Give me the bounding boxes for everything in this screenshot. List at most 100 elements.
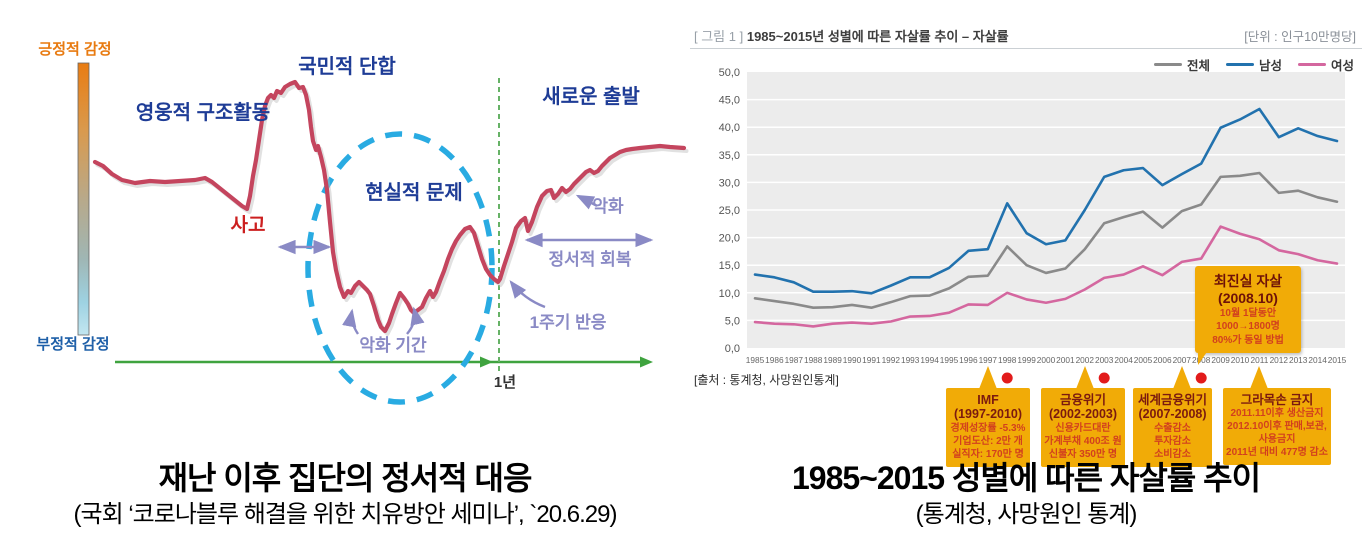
gramoxone-ban-callout: 그라목손 금지 2011.11이후 생산금지 2012.10이후 판매,보관,사… <box>1223 388 1331 466</box>
national-unity-label: 국민적 단합 <box>298 56 396 78</box>
svg-text:2011: 2011 <box>1250 355 1268 365</box>
svg-text:2003: 2003 <box>1095 355 1114 365</box>
global-crisis-callout: 세계금융위기 (2007-2008) 수출감소 투자감소 소비감소 <box>1133 388 1212 467</box>
figure-title: 1985~2015년 성별에 따른 자살률 추이 – 자살률 <box>746 29 1009 44</box>
event-callout-line: 1000→1800명 <box>1216 321 1280 333</box>
svg-text:1986: 1986 <box>765 355 784 365</box>
svg-text:1998: 1998 <box>998 355 1017 365</box>
svg-text:25,0: 25,0 <box>719 205 740 217</box>
event-callout-line: 10월 1달동안 <box>1219 307 1277 319</box>
emotion-curve-drawing <box>77 62 689 405</box>
total-line-swatch <box>1153 63 1182 66</box>
finance-crisis-callout-tail <box>1076 366 1094 389</box>
right-caption-title: 1985~2015 성별에 따른 자살률 추이 <box>791 460 1261 496</box>
negative-emotion-label: 부정적 감정 <box>36 336 110 353</box>
svg-text:50,0: 50,0 <box>719 67 740 79</box>
svg-text:1990: 1990 <box>843 355 862 365</box>
svg-text:2012: 2012 <box>1270 355 1289 365</box>
emotion-gradient-bar <box>77 62 90 336</box>
svg-text:30,0: 30,0 <box>719 177 740 189</box>
gramoxone-callout-tail <box>1250 366 1268 389</box>
legend-item-total: 전체 <box>1153 55 1210 74</box>
svg-text:2005: 2005 <box>1134 355 1153 365</box>
callout-line: 2011.11이후 생산금지 <box>1230 408 1324 420</box>
chart-legend: 전체 남성 여성 <box>1153 55 1354 74</box>
svg-text:40,0: 40,0 <box>719 122 740 134</box>
svg-text:2007: 2007 <box>1173 355 1192 365</box>
event-callout-title: 최진실 자살 <box>1213 273 1283 289</box>
svg-text:1989: 1989 <box>823 355 842 365</box>
svg-text:1996: 1996 <box>959 355 978 365</box>
svg-text:5,0: 5,0 <box>725 315 740 327</box>
svg-text:20,0: 20,0 <box>719 233 740 245</box>
svg-text:1985: 1985 <box>746 355 765 365</box>
svg-text:2000: 2000 <box>1037 355 1056 365</box>
svg-text:1987: 1987 <box>785 355 804 365</box>
svg-text:2013: 2013 <box>1289 355 1308 365</box>
accident-label: 사고 <box>230 215 266 236</box>
svg-text:1993: 1993 <box>901 355 920 365</box>
svg-text:1992: 1992 <box>882 355 901 365</box>
svg-text:2002: 2002 <box>1076 355 1095 365</box>
finance-crisis-callout: 금융위기 (2002-2003) 신용카드대란 가계부채 400조 원 신불자 … <box>1041 388 1125 467</box>
female-line-swatch <box>1297 63 1326 66</box>
figure-unit: [단위 : 인구10만명당] <box>1244 30 1356 44</box>
callout-line: 신불자 350만 명 <box>1048 448 1118 460</box>
svg-text:2015: 2015 <box>1328 355 1347 365</box>
svg-text:2001: 2001 <box>1056 355 1075 365</box>
callout-title: 금융위기 <box>1059 393 1106 407</box>
emotional-recovery-label: 정서적 회복 <box>548 250 632 269</box>
imf-callout-tail <box>979 366 997 389</box>
choi-jinsil-event-callout: 최진실 자살 (2008.10) 10월 1달동안 1000→1800명 80%… <box>1195 266 1301 354</box>
svg-text:2010: 2010 <box>1231 355 1250 365</box>
left-caption-source: (국회 ‘코로나블루 해결을 위한 치유방안 세미나’, `20.6.29) <box>73 500 618 528</box>
svg-text:10,0: 10,0 <box>719 288 740 300</box>
header-divider <box>690 48 1362 49</box>
svg-text:45,0: 45,0 <box>719 95 740 107</box>
new-start-label: 새로운 출발 <box>542 86 640 108</box>
callout-line: 신용카드대란 <box>1055 422 1111 434</box>
one-year-label: 1년 <box>493 374 517 391</box>
imf-callout: IMF (1997-2010) 경제성장률 -5.3% 기업도산: 2만 개 실… <box>946 388 1030 467</box>
chart-source-note: [출처 : 통계청, 사망원인통계] <box>694 373 839 387</box>
svg-text:1997: 1997 <box>979 355 998 365</box>
callout-line: 2011년 대비 477명 감소 <box>1226 447 1328 459</box>
annotation-arrows <box>277 194 654 335</box>
callout-line: 수출감소 <box>1154 422 1191 434</box>
figure-tag: [ 그림 1 ] <box>694 29 744 44</box>
svg-text:1991: 1991 <box>862 355 881 365</box>
left-caption: 재난 이후 집단의 정서적 대응 (국회 ‘코로나블루 해결을 위한 치유방안 … <box>0 460 690 530</box>
svg-text:2014: 2014 <box>1308 355 1327 365</box>
svg-text:2009: 2009 <box>1211 355 1230 365</box>
callout-line: 2012.10이후 판매,보관,사용금지 <box>1227 421 1327 446</box>
svg-text:1994: 1994 <box>920 355 939 365</box>
suicide-rate-figure: [ 그림 1 ] 1985~2015년 성별에 따른 자살률 추이 – 자살률 … <box>690 0 1362 467</box>
legend-item-female: 여성 <box>1297 55 1354 74</box>
callout-title: 세계금융위기 <box>1137 393 1207 407</box>
legend-item-male: 남성 <box>1225 55 1282 74</box>
legend-label-male: 남성 <box>1258 59 1282 73</box>
svg-text:1988: 1988 <box>804 355 823 365</box>
positive-emotion-label: 긍정적 감정 <box>38 41 112 58</box>
svg-text:2006: 2006 <box>1153 355 1172 365</box>
worsening-period-label: 악화 기간 <box>359 336 427 355</box>
figure-header: [ 그림 1 ] 1985~2015년 성별에 따른 자살률 추이 – 자살률 … <box>694 26 1358 45</box>
heroic-rescue-label: 영웅적 구조활동 <box>135 102 271 124</box>
callout-line: 가계부채 400조 원 <box>1044 435 1122 447</box>
svg-text:35,0: 35,0 <box>719 150 740 162</box>
worsening-label: 악화 <box>592 197 624 216</box>
one-cycle-response-label: 1주기 반응 <box>529 313 607 332</box>
right-caption: 1985~2015 성별에 따른 자살률 추이 (통계청, 사망원인 통계) <box>690 460 1362 530</box>
emotion-curve <box>92 79 687 334</box>
event-callout-line: 80%가 동일 방법 <box>1212 334 1284 346</box>
legend-label-total: 전체 <box>1186 59 1210 73</box>
svg-text:15,0: 15,0 <box>719 260 740 272</box>
callout-subtitle: (2007-2008) <box>1138 407 1207 422</box>
problem-period-ellipse <box>305 131 495 405</box>
legend-label-female: 여성 <box>1330 59 1354 73</box>
left-caption-title: 재난 이후 집단의 정서적 대응 <box>158 460 533 496</box>
callout-line: 투자감소 <box>1154 435 1191 447</box>
callout-subtitle: (2002-2003) <box>1048 407 1118 422</box>
svg-text:1999: 1999 <box>1017 355 1036 365</box>
